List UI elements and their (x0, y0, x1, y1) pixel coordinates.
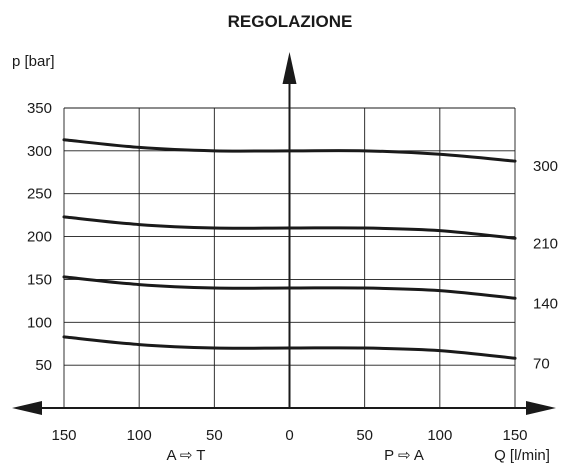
y-axis-arrowhead (282, 52, 297, 84)
y-tick-label: 200 (27, 229, 52, 246)
x-tick-label: 0 (285, 427, 293, 444)
x-axis-label: Q [l/min] (494, 447, 550, 464)
y-tick-label: 150 (27, 271, 52, 288)
x-axis-left-arrowhead (12, 401, 42, 415)
direction-label-p-to-a: P ⇨ A (384, 447, 424, 464)
curve-label-210: 210 (533, 235, 558, 252)
x-tick-label: 100 (127, 427, 152, 444)
y-axis-label: p [bar] (12, 53, 55, 70)
x-tick-label: 50 (356, 427, 373, 444)
y-tick-label: 50 (35, 357, 52, 374)
chart-title: REGOLAZIONE (228, 12, 353, 31)
x-axis-right-arrowhead (526, 401, 556, 415)
curve-label-70: 70 (533, 355, 550, 372)
axes (12, 52, 556, 415)
x-tick-label: 100 (427, 427, 452, 444)
y-tick-label: 250 (27, 186, 52, 203)
curve-label-140: 140 (533, 295, 558, 312)
x-tick-label: 150 (502, 427, 527, 444)
y-tick-label: 100 (27, 314, 52, 331)
direction-label-a-to-t: A ⇨ T (167, 447, 206, 464)
y-tick-label: 350 (27, 100, 52, 117)
x-tick-label: 50 (206, 427, 223, 444)
curve-label-300: 300 (533, 158, 558, 175)
tick-labels: 50 100 150 200 250 300 350 150 100 50 0 50 100 150 300… (27, 100, 558, 444)
x-tick-label: 150 (51, 427, 76, 444)
y-tick-label: 300 (27, 143, 52, 160)
